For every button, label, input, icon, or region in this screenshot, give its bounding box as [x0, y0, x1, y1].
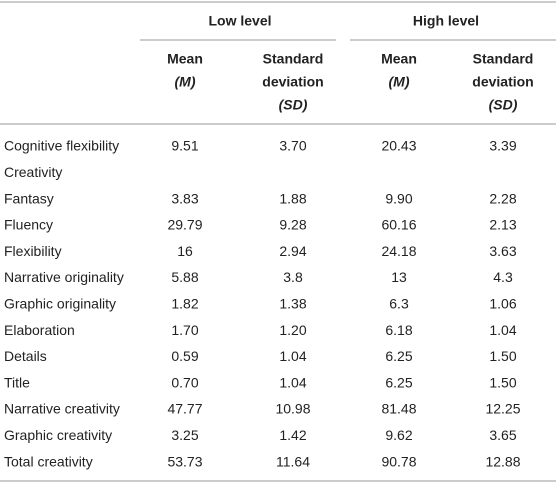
- row-label: Narrative creativity: [4, 401, 120, 417]
- cell: 2.28: [489, 190, 516, 206]
- row-label: Narrative originality: [4, 269, 124, 285]
- column-header: Mean: [167, 51, 203, 67]
- cell: 3.83: [171, 190, 198, 206]
- cell: 6.25: [385, 348, 412, 364]
- cell: 1.04: [279, 374, 306, 390]
- row-label: Cognitive flexibility: [4, 138, 119, 154]
- cell: 2.13: [489, 217, 516, 233]
- group-header: Low level: [208, 13, 271, 29]
- cell: 6.25: [385, 374, 412, 390]
- column-header: (SD): [279, 97, 308, 113]
- cell: 6.3: [389, 296, 409, 312]
- cell: 12.88: [485, 453, 520, 469]
- cell: 10.98: [275, 401, 310, 417]
- cell: 1.20: [279, 322, 306, 338]
- cell: 9.28: [279, 217, 306, 233]
- cell: 3.70: [279, 138, 306, 154]
- cell: 16: [177, 243, 193, 259]
- cell: 9.62: [385, 427, 412, 443]
- cell: 4.3: [493, 269, 513, 285]
- row-label: Graphic creativity: [4, 427, 112, 443]
- column-header: Standard: [473, 51, 534, 67]
- cell: 0.70: [171, 374, 198, 390]
- row-label: Elaboration: [4, 322, 75, 338]
- cell: 20.43: [381, 138, 416, 154]
- cell: 47.77: [167, 401, 202, 417]
- row-label: Graphic originality: [4, 296, 116, 312]
- cell: 13: [391, 269, 407, 285]
- column-header: (SD): [489, 97, 518, 113]
- cell: 3.25: [171, 427, 198, 443]
- cell: 24.18: [381, 243, 416, 259]
- cell: 3.39: [489, 138, 516, 154]
- cell: 9.90: [385, 190, 412, 206]
- column-header: Mean: [381, 51, 417, 67]
- cell: 1.04: [279, 348, 306, 364]
- column-header: Standard: [263, 51, 324, 67]
- cell: 2.94: [279, 243, 306, 259]
- cell: 53.73: [167, 453, 202, 469]
- cell: 1.50: [489, 374, 516, 390]
- cell: 6.18: [385, 322, 412, 338]
- cell: 1.70: [171, 322, 198, 338]
- cell: 90.78: [381, 453, 416, 469]
- cell: 1.42: [279, 427, 306, 443]
- row-label: Fantasy: [4, 190, 54, 206]
- cell: 81.48: [381, 401, 416, 417]
- cell: 29.79: [167, 217, 202, 233]
- cell: 11.64: [276, 453, 310, 469]
- cell: 0.59: [171, 348, 198, 364]
- column-header: (M): [389, 74, 410, 90]
- row-label: Fluency: [4, 217, 53, 233]
- cell: 12.25: [485, 401, 520, 417]
- column-header: deviation: [472, 74, 533, 90]
- row-label: Title: [4, 374, 30, 390]
- row-label: Flexibility: [4, 243, 62, 259]
- row-label: Total creativity: [4, 453, 93, 469]
- cell: 3.63: [489, 243, 516, 259]
- column-header: deviation: [262, 74, 323, 90]
- column-header: (M): [175, 74, 196, 90]
- cell: 5.88: [171, 269, 198, 285]
- cell: 3.65: [489, 427, 516, 443]
- cell: 1.82: [171, 296, 198, 312]
- cell: 1.50: [489, 348, 516, 364]
- row-label: Details: [4, 348, 47, 364]
- cell: 1.04: [489, 322, 516, 338]
- group-header: High level: [413, 13, 479, 29]
- cell: 9.51: [171, 138, 198, 154]
- cell: 1.88: [279, 190, 306, 206]
- cell: 1.38: [279, 296, 306, 312]
- cell: 60.16: [381, 217, 416, 233]
- cell: 3.8: [283, 269, 303, 285]
- cell: 1.06: [489, 296, 516, 312]
- row-label: Creativity: [4, 164, 62, 180]
